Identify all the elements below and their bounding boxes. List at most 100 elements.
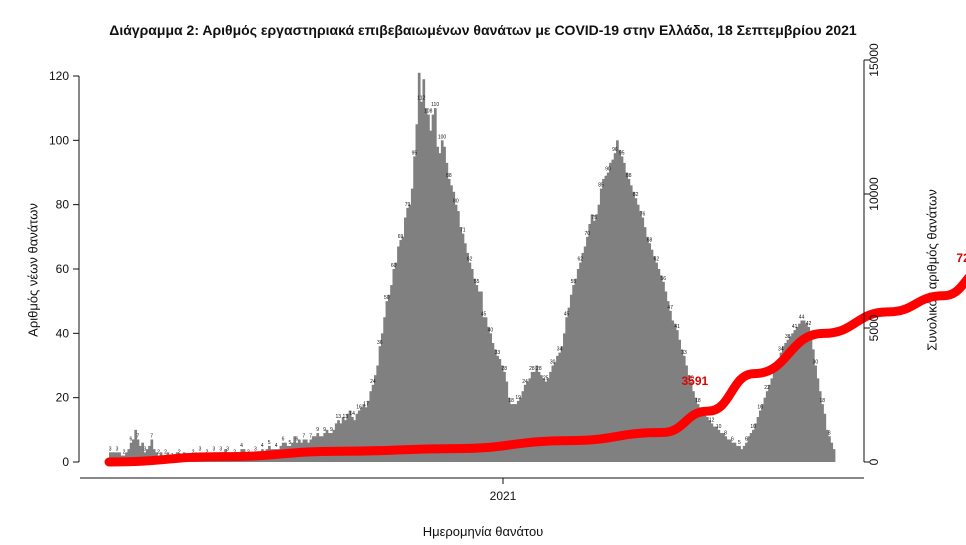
bar (500, 365, 504, 462)
bar-value-label: 76 (640, 212, 646, 218)
bar (639, 211, 642, 462)
bar-value-label: 19 (515, 395, 521, 401)
bar (641, 217, 645, 462)
bar (775, 365, 778, 462)
bar (401, 236, 405, 462)
bar (567, 307, 571, 462)
bar-value-label: 25 (688, 376, 694, 382)
bar (703, 413, 707, 462)
bar-value-label: 85 (598, 183, 604, 189)
bar (475, 285, 479, 462)
bar-value-label: 47 (667, 305, 673, 311)
bar (752, 429, 755, 462)
bar-value-label: 2 (178, 450, 181, 456)
bar (415, 124, 419, 462)
bar (447, 178, 451, 462)
bar (802, 320, 806, 462)
bar (463, 243, 467, 462)
bar (724, 436, 728, 462)
bar (735, 445, 739, 462)
bar (129, 442, 133, 462)
cumulative-annotation: 3591 (681, 374, 708, 388)
bar (498, 359, 502, 462)
y-left-tick-label: 100 (49, 133, 69, 147)
bar (586, 236, 589, 462)
bar (680, 349, 684, 462)
bar-value-label: 25 (543, 376, 549, 382)
bar-value-label: 8 (724, 430, 727, 436)
bar-value-label: 30 (550, 360, 556, 366)
bar-value-label: 88 (446, 173, 452, 179)
bar (588, 223, 592, 462)
bar (814, 365, 817, 462)
bar (125, 452, 128, 462)
bar (581, 252, 585, 462)
bar (111, 452, 114, 462)
bar-value-label: 6 (745, 437, 748, 443)
y-right-tick-label: 0 (867, 458, 881, 465)
bar-value-label: 9 (330, 427, 333, 433)
bar-value-label: 9 (323, 427, 326, 433)
bar-value-label: 6 (282, 437, 285, 443)
bar (569, 294, 573, 462)
bar (717, 429, 721, 462)
bar-value-label: 60 (391, 263, 397, 269)
bar-value-label: 108 (424, 109, 433, 115)
bar (742, 445, 746, 462)
bar (443, 146, 446, 462)
bar (325, 429, 329, 462)
bar (380, 333, 384, 462)
bar (622, 162, 626, 462)
bar (339, 423, 343, 462)
bar-value-label: 6 (731, 437, 734, 443)
bar (519, 397, 522, 462)
y-left-tick-label: 80 (56, 198, 70, 212)
bar (422, 79, 426, 462)
bar (433, 108, 437, 463)
bar (533, 371, 536, 462)
bar-value-label: 16 (356, 405, 362, 411)
bar (675, 330, 679, 462)
bar (758, 410, 762, 462)
bar (807, 326, 811, 462)
bar (429, 130, 433, 462)
annotations-group: 3591724514433 (681, 251, 966, 388)
bar (404, 217, 407, 462)
bar (452, 191, 456, 463)
bar (632, 191, 635, 463)
bar (830, 442, 834, 462)
bar-value-label: 7 (136, 433, 139, 439)
bar (604, 175, 608, 462)
bar-value-label: 16 (757, 405, 763, 411)
bar (470, 269, 474, 462)
bar-value-label: 69 (398, 234, 404, 240)
bar (546, 378, 550, 462)
bar (145, 449, 149, 462)
bar (493, 349, 497, 462)
bar (726, 439, 730, 462)
bar (662, 281, 665, 462)
bar-value-label: 96 (612, 147, 618, 153)
bar (655, 262, 658, 462)
bar (150, 439, 154, 462)
bar (528, 378, 532, 462)
bar (542, 378, 545, 462)
bar (344, 420, 347, 462)
bar (406, 207, 410, 462)
bar (602, 178, 605, 462)
bar (798, 323, 801, 462)
bar (134, 429, 138, 462)
bar (357, 410, 361, 462)
axes-group: 0 20 40 60 80 100 120 0 5000 10000 15000 2021 (49, 43, 881, 503)
bar (719, 433, 723, 462)
bar (427, 114, 430, 462)
bar (374, 375, 377, 462)
bar-value-label: 30 (813, 360, 819, 366)
bar-value-label: 88 (626, 173, 632, 179)
bar (152, 449, 156, 462)
bar (756, 416, 760, 462)
bar (491, 342, 495, 462)
bar (424, 108, 428, 463)
bar (650, 249, 654, 462)
